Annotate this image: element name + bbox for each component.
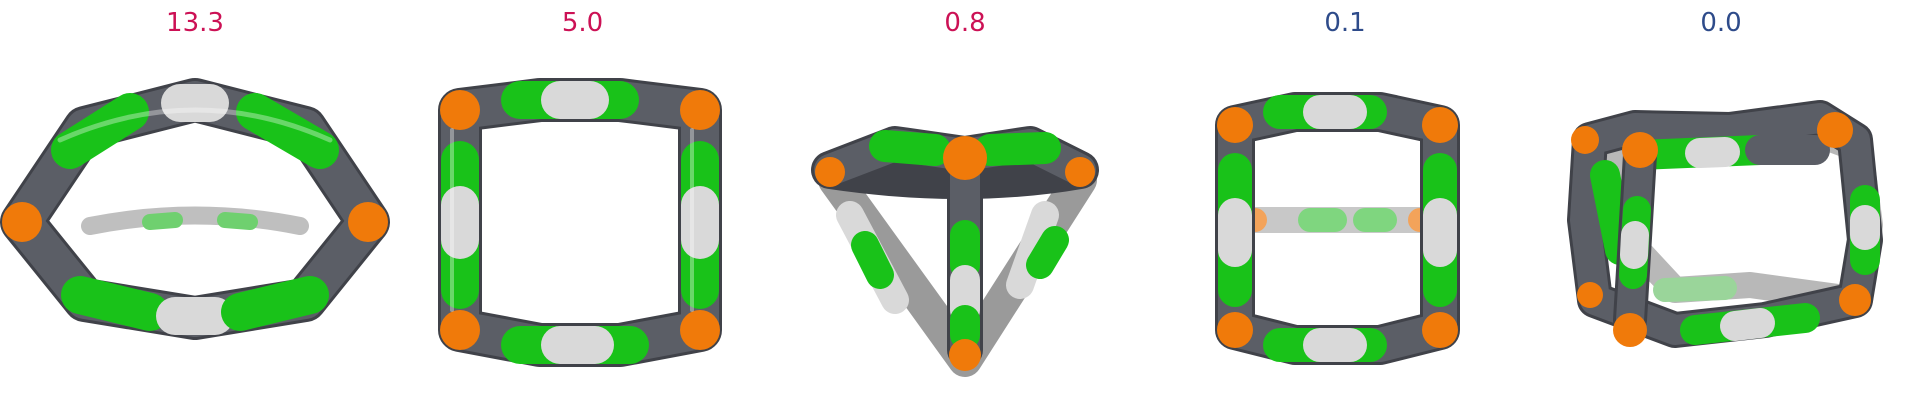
structure-panel-3: 0.8 bbox=[775, 0, 1155, 416]
energy-label-5: 0.0 bbox=[1700, 8, 1742, 38]
energy-label-1: 13.3 bbox=[166, 8, 224, 38]
structure-panel-4: 0.1 bbox=[1155, 0, 1535, 416]
structure-panel-1: 13.3 bbox=[0, 0, 390, 416]
flattened-ring-model bbox=[0, 78, 390, 340]
energy-label-3: 0.8 bbox=[944, 8, 986, 38]
structure-panel-2: 5.0 bbox=[390, 0, 775, 416]
structure-panel-5: 0.0 bbox=[1535, 0, 1907, 416]
square-frame-model bbox=[438, 78, 722, 367]
cube-tilted-model bbox=[1567, 100, 1883, 348]
trigonal-cage-model bbox=[811, 126, 1099, 377]
energy-label-2: 5.0 bbox=[561, 8, 604, 38]
energy-label-4: 0.1 bbox=[1324, 8, 1366, 38]
cube-front-model bbox=[1215, 92, 1460, 365]
